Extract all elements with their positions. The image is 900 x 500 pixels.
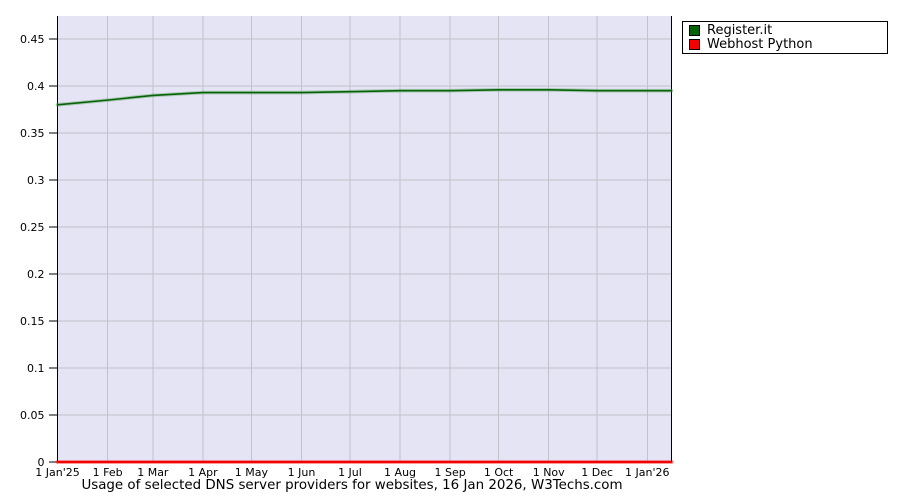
- svg-text:1 Apr: 1 Apr: [188, 466, 218, 479]
- legend-label-webhost-python: Webhost Python: [707, 36, 813, 52]
- svg-text:1 Aug: 1 Aug: [384, 466, 416, 479]
- svg-text:0.05: 0.05: [20, 409, 45, 422]
- svg-text:0: 0: [38, 456, 45, 469]
- svg-text:1 Dec: 1 Dec: [581, 466, 613, 479]
- svg-text:1 Jan'26: 1 Jan'26: [625, 466, 669, 479]
- svg-text:0.25: 0.25: [20, 221, 45, 234]
- svg-text:0.1: 0.1: [27, 362, 45, 375]
- svg-text:1 Jan'25: 1 Jan'25: [35, 466, 79, 479]
- svg-text:1 Feb: 1 Feb: [93, 466, 123, 479]
- svg-text:0.35: 0.35: [20, 127, 45, 140]
- legend-item-register-it: Register.it: [689, 24, 887, 38]
- legend-swatch-green-icon: [689, 25, 700, 37]
- legend-item-webhost-python: Webhost Python: [689, 38, 887, 52]
- svg-text:0.3: 0.3: [27, 174, 45, 187]
- svg-text:1 Nov: 1 Nov: [533, 466, 565, 479]
- svg-text:0.2: 0.2: [27, 268, 45, 281]
- legend: Register.it Webhost Python: [682, 21, 888, 54]
- svg-text:1 Oct: 1 Oct: [484, 466, 514, 479]
- chart-title: Usage of selected DNS server providers f…: [81, 478, 623, 493]
- legend-swatch-red-icon: [689, 38, 700, 50]
- svg-text:1 Jul: 1 Jul: [338, 466, 362, 479]
- legend-label-register-it: Register.it: [707, 23, 773, 39]
- svg-text:1 May: 1 May: [235, 466, 269, 479]
- svg-text:0.15: 0.15: [20, 315, 45, 328]
- svg-text:1 Mar: 1 Mar: [137, 466, 169, 479]
- svg-text:0.45: 0.45: [20, 33, 45, 46]
- svg-text:1 Jun: 1 Jun: [288, 466, 316, 479]
- svg-text:0.4: 0.4: [27, 80, 45, 93]
- svg-text:1 Sep: 1 Sep: [435, 466, 466, 479]
